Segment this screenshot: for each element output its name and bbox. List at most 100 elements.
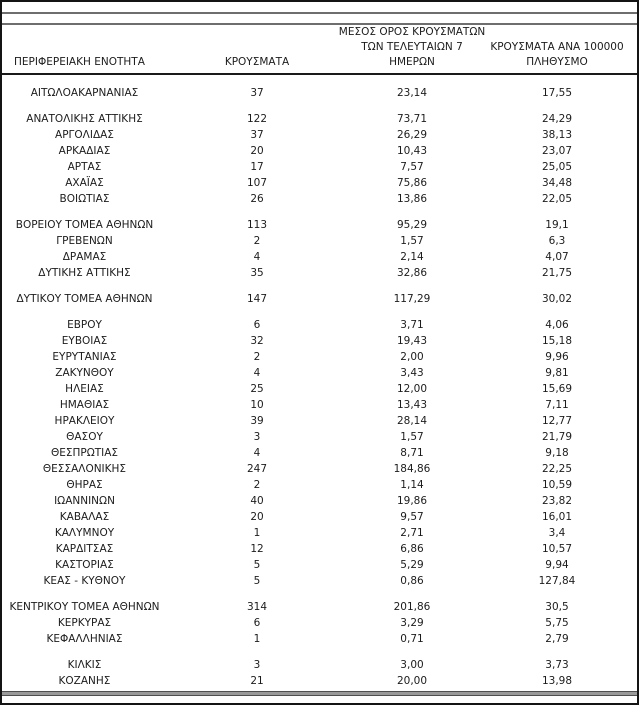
avg-7day-cell: 73,71 [396, 113, 428, 125]
row-group: ΕΒΡΟΥ 6 3,71 4,06 ΕΥΒΟΙΑΣ 32 19,43 15,18… [2, 317, 637, 589]
region-name-cell: ΗΜΑΘΙΑΣ [59, 399, 110, 411]
avg-7day-cell: 0,86 [400, 575, 424, 587]
table-row: ΗΡΑΚΛΕΙΟΥ 39 28,14 12,77 [2, 413, 637, 429]
header-regional-unit: ΠΕΡΙΦΕΡΕΙΑΚΗ ΕΝΟΤΗΤΑ [14, 56, 145, 68]
avg-7day-cell: 8,71 [400, 447, 424, 459]
region-name-cell: ΔΡΑΜΑΣ [62, 251, 107, 263]
cases-cell: 3 [253, 659, 261, 671]
header-cases: ΚΡΟΥΣΜΑΤΑ [224, 56, 290, 68]
cases-cell: 113 [246, 219, 268, 231]
per-100k-cell: 16,01 [541, 511, 573, 523]
cases-cell: 107 [246, 177, 268, 189]
cases-cell: 1 [253, 633, 261, 645]
table-row: ΘΕΣΠΡΩΤΙΑΣ 4 8,71 9,18 [2, 445, 637, 461]
table-row: ΚΕΑΣ - ΚΥΘΝΟΥ 5 0,86 127,84 [2, 573, 637, 589]
table-header-row: ΠΕΡΙΦΕΡΕΙΑΚΗ ΕΝΟΤΗΤΑ ΚΡΟΥΣΜΑΤΑ ΜΕΣΟΣ ΟΡΟ… [2, 25, 637, 73]
per-100k-cell: 12,77 [541, 415, 573, 427]
avg-7day-cell: 6,86 [400, 543, 424, 555]
region-name-cell: ΕΥΡΥΤΑΝΙΑΣ [52, 351, 117, 363]
region-name-cell: ΔΥΤΙΚΟΥ ΤΟΜΕΑ ΑΘΗΝΩΝ [16, 293, 153, 305]
region-name-cell: ΚΑΣΤΟΡΙΑΣ [55, 559, 114, 571]
avg-7day-cell: 26,29 [396, 129, 428, 141]
per-100k-cell: 7,11 [545, 399, 569, 411]
table-row: ΚΕΡΚΥΡΑΣ 6 3,29 5,75 [2, 615, 637, 631]
header-7day-average: ΜΕΣΟΣ ΟΡΟΣ ΚΡΟΥΣΜΑΤΩΝ ΤΩΝ ΤΕΛΕΥΤΑΙΩΝ 7 Η… [339, 25, 485, 70]
cases-cell: 4 [253, 251, 261, 263]
header-7day-average-line1: ΜΕΣΟΣ ΟΡΟΣ ΚΡΟΥΣΜΑΤΩΝ [338, 26, 486, 38]
table-row: ΚΟΖΑΝΗΣ 21 20,00 13,98 [2, 673, 637, 689]
per-100k-cell: 15,18 [541, 335, 573, 347]
region-name-cell: ΘΕΣΣΑΛΟΝΙΚΗΣ [42, 463, 127, 475]
region-name-cell: ΔΥΤΙΚΗΣ ΑΤΤΙΚΗΣ [38, 267, 131, 279]
region-name-cell: ΕΥΒΟΙΑΣ [61, 335, 108, 347]
cases-cell: 247 [246, 463, 268, 475]
table-row: ΘΗΡΑΣ 2 1,14 10,59 [2, 477, 637, 493]
region-name-cell: ΘΗΡΑΣ [66, 479, 103, 491]
region-name-cell: ΑΧΑΪΑΣ [65, 177, 104, 189]
avg-7day-cell: 3,43 [400, 367, 424, 379]
avg-7day-cell: 12,00 [396, 383, 428, 395]
table-row: ΚΑΡΔΙΤΣΑΣ 12 6,86 10,57 [2, 541, 637, 557]
avg-7day-cell: 13,43 [396, 399, 428, 411]
cases-cell: 4 [253, 447, 261, 459]
avg-7day-cell: 2,14 [400, 251, 424, 263]
avg-7day-cell: 9,57 [400, 511, 424, 523]
row-group: ΑΝΑΤΟΛΙΚΗΣ ΑΤΤΙΚΗΣ 122 73,71 24,29 ΑΡΓΟΛ… [2, 111, 637, 207]
avg-7day-cell: 7,57 [400, 161, 424, 173]
region-name-cell: ΑΡΚΑΔΙΑΣ [58, 145, 111, 157]
region-name-cell: ΚΑΡΔΙΤΣΑΣ [55, 543, 114, 555]
avg-7day-cell: 117,29 [393, 293, 431, 305]
per-100k-cell: 4,07 [545, 251, 569, 263]
cases-cell: 4 [253, 367, 261, 379]
per-100k-cell: 9,94 [545, 559, 569, 571]
table-row: ΘΑΣΟΥ 3 1,57 21,79 [2, 429, 637, 445]
cases-cell: 314 [246, 601, 268, 613]
avg-7day-cell: 95,29 [396, 219, 428, 231]
avg-7day-cell: 1,57 [400, 431, 424, 443]
top-rule-2 [2, 23, 637, 25]
region-name-cell: ΑΙΤΩΛΟΑΚΑΡΝΑΝΙΑΣ [30, 87, 139, 99]
per-100k-cell: 30,02 [541, 293, 573, 305]
cases-cell: 40 [250, 495, 264, 507]
cases-cell: 1 [253, 527, 261, 539]
table-row: ΙΩΑΝΝΙΝΩΝ 40 19,86 23,82 [2, 493, 637, 509]
row-group: ΚΙΛΚΙΣ 3 3,00 3,73 ΚΟΖΑΝΗΣ 21 20,00 13,9… [2, 657, 637, 689]
avg-7day-cell: 3,29 [400, 617, 424, 629]
region-name-cell: ΕΒΡΟΥ [67, 319, 102, 331]
table-row: ΒΟΡΕΙΟΥ ΤΟΜΕΑ ΑΘΗΝΩΝ 113 95,29 19,1 [2, 217, 637, 233]
region-name-cell: ΚΕΑΣ - ΚΥΘΝΟΥ [43, 575, 126, 587]
cases-cell: 3 [253, 431, 261, 443]
cases-cell: 2 [253, 351, 261, 363]
row-group: ΒΟΡΕΙΟΥ ΤΟΜΕΑ ΑΘΗΝΩΝ 113 95,29 19,1 ΓΡΕΒ… [2, 217, 637, 281]
table-row: ΔΡΑΜΑΣ 4 2,14 4,07 [2, 249, 637, 265]
per-100k-cell: 23,07 [541, 145, 573, 157]
per-100k-cell: 38,13 [541, 129, 573, 141]
cases-cell: 21 [250, 675, 264, 687]
avg-7day-cell: 75,86 [396, 177, 428, 189]
per-100k-cell: 6,3 [548, 235, 566, 247]
cases-cell: 20 [250, 145, 264, 157]
table-row: ΘΕΣΣΑΛΟΝΙΚΗΣ 247 184,86 22,25 [2, 461, 637, 477]
row-group: ΑΙΤΩΛΟΑΚΑΡΝΑΝΙΑΣ 37 23,14 17,55 [2, 85, 637, 101]
cases-cell: 122 [246, 113, 268, 125]
table-row: ΔΥΤΙΚΗΣ ΑΤΤΙΚΗΣ 35 32,86 21,75 [2, 265, 637, 281]
top-blank-strip [2, 2, 637, 12]
region-name-cell: ΚΕΦΑΛΛΗΝΙΑΣ [46, 633, 123, 645]
region-name-cell: ΑΡΓΟΛΙΔΑΣ [55, 129, 114, 141]
cases-cell: 2 [253, 479, 261, 491]
per-100k-cell: 9,81 [545, 367, 569, 379]
per-100k-cell: 4,06 [545, 319, 569, 331]
header-cases-per-100k-line2: ΠΛΗΘΥΣΜΟ [526, 56, 588, 68]
row-group: ΚΕΝΤΡΙΚΟΥ ΤΟΜΕΑ ΑΘΗΝΩΝ 314 201,86 30,5 Κ… [2, 599, 637, 647]
per-100k-cell: 9,18 [545, 447, 569, 459]
table-row: ΓΡΕΒΕΝΩΝ 2 1,57 6,3 [2, 233, 637, 249]
cases-cell: 20 [250, 511, 264, 523]
row-group: ΔΥΤΙΚΟΥ ΤΟΜΕΑ ΑΘΗΝΩΝ 147 117,29 30,02 [2, 291, 637, 307]
cases-cell: 17 [250, 161, 264, 173]
per-100k-cell: 21,79 [541, 431, 573, 443]
region-name-cell: ΑΝΑΤΟΛΙΚΗΣ ΑΤΤΙΚΗΣ [26, 113, 143, 125]
region-name-cell: ΚΕΝΤΡΙΚΟΥ ΤΟΜΕΑ ΑΘΗΝΩΝ [9, 601, 160, 613]
region-name-cell: ΓΡΕΒΕΝΩΝ [56, 235, 113, 247]
table-row: ΔΥΤΙΚΟΥ ΤΟΜΕΑ ΑΘΗΝΩΝ 147 117,29 30,02 [2, 291, 637, 307]
table-row: ΚΑΒΑΛΑΣ 20 9,57 16,01 [2, 509, 637, 525]
